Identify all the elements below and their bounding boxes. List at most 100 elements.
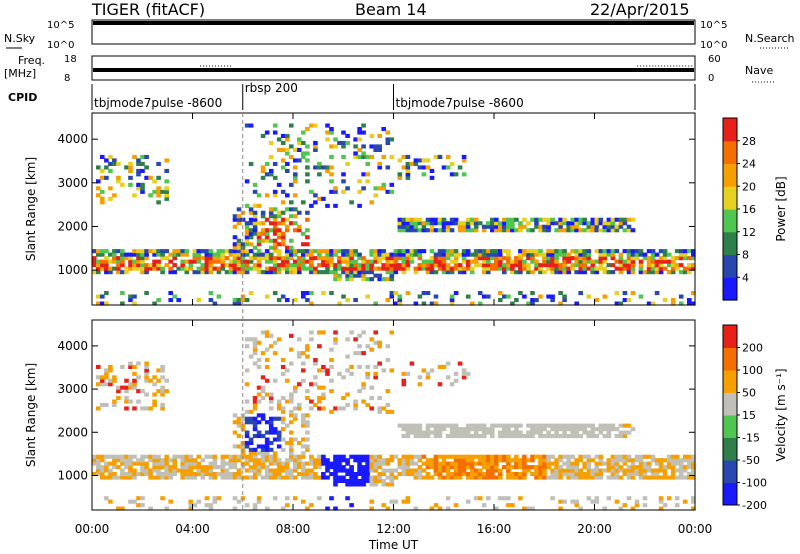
heatmap-cell	[280, 416, 286, 421]
heatmap-cell	[546, 256, 551, 261]
heatmap-cell	[445, 423, 451, 428]
heatmap-cell	[598, 468, 604, 473]
heatmap-cell	[486, 252, 491, 257]
heatmap-cell	[461, 368, 467, 373]
heatmap-cell	[670, 458, 676, 463]
heatmap-cell	[538, 228, 543, 233]
heatmap-cell	[417, 256, 423, 261]
heatmap-cell	[662, 465, 668, 470]
heatmap-cell	[204, 465, 210, 470]
heatmap-cell	[333, 337, 338, 342]
heatmap-cell	[614, 427, 620, 432]
heatmap-cell	[317, 344, 322, 349]
heatmap-cell	[473, 496, 479, 501]
heatmap-cell	[522, 472, 527, 477]
heatmap-cell	[481, 475, 487, 480]
heatmap-cell	[164, 186, 169, 191]
heatmap-cell	[357, 454, 362, 459]
heatmap-cell	[369, 465, 374, 470]
heatmap-cell	[329, 249, 334, 254]
heatmap-cell	[369, 259, 374, 264]
heatmap-cell	[333, 406, 338, 411]
heatmap-cell	[268, 406, 274, 411]
heatmap-cell	[574, 430, 579, 435]
heatmap-cell	[272, 189, 278, 194]
heatmap-cell	[490, 461, 495, 466]
heatmap-cell	[570, 468, 575, 473]
heatmap-cell	[630, 506, 636, 511]
heatmap-cell	[333, 461, 338, 466]
heatmap-cell	[377, 409, 382, 414]
heatmap-cell	[562, 228, 567, 233]
heatmap-cell	[272, 256, 278, 261]
heatmap-cell	[276, 228, 282, 233]
heatmap-cell	[610, 468, 616, 473]
heatmap-cell	[301, 151, 306, 156]
heatmap-cell	[457, 468, 463, 473]
heatmap-cell	[248, 468, 254, 473]
heatmap-cell	[289, 270, 294, 275]
heatmap-cell	[325, 475, 330, 480]
heatmap-cell	[164, 458, 169, 463]
heatmap-cell	[156, 175, 161, 180]
heatmap-cell	[365, 277, 370, 282]
heatmap-cell	[297, 337, 302, 342]
heatmap-cell	[365, 344, 370, 349]
heatmap-cell	[486, 461, 491, 466]
heatmap-cell	[305, 354, 310, 359]
heatmap-cell	[602, 427, 608, 432]
heatmap-cell	[562, 454, 567, 459]
heatmap-cell	[618, 301, 624, 306]
heatmap-cell	[204, 472, 210, 477]
heatmap-cell	[272, 468, 278, 473]
heatmap-cell	[148, 175, 153, 180]
heatmap-cell	[272, 245, 278, 250]
heatmap-cell	[100, 263, 105, 268]
heatmap-cell	[578, 475, 583, 480]
heatmap-cell	[341, 475, 346, 480]
heatmap-cell	[405, 496, 411, 501]
heatmap-cell	[481, 458, 487, 463]
heatmap-cell	[481, 472, 487, 477]
heatmap-cell	[289, 263, 294, 268]
heatmap-cell	[594, 427, 600, 432]
heatmap-cell	[397, 465, 403, 470]
heatmap-cell	[498, 496, 503, 501]
heatmap-cell	[421, 291, 427, 296]
heatmap-cell	[670, 468, 676, 473]
heatmap-cell	[132, 364, 137, 369]
heatmap-cell	[248, 440, 254, 445]
heatmap-cell	[433, 430, 439, 435]
heatmap-cell	[228, 252, 234, 257]
heatmap-cell	[457, 475, 463, 480]
heatmap-cell	[530, 301, 535, 306]
heatmap-cell	[104, 371, 109, 376]
heatmap-cell	[566, 465, 571, 470]
heatmap-cell	[148, 193, 153, 198]
heatmap-cell	[622, 454, 628, 459]
heatmap-cell	[381, 277, 386, 282]
heatmap-cell	[285, 440, 290, 445]
heatmap-cell	[208, 472, 214, 477]
heatmap-cell	[413, 423, 419, 428]
heatmap-cell	[120, 263, 125, 268]
heatmap-cell	[337, 406, 342, 411]
heatmap-cell	[252, 406, 258, 411]
heatmap-cell	[313, 266, 318, 271]
colorbar-tick-label: 12	[742, 226, 756, 239]
heatmap-cell	[425, 217, 431, 222]
heatmap-cell	[144, 252, 149, 257]
heatmap-cell	[341, 259, 346, 264]
heatmap-cell	[144, 361, 149, 366]
heatmap-cell	[216, 252, 222, 257]
heatmap-cell	[490, 434, 495, 439]
heatmap-cell	[272, 461, 278, 466]
heatmap-cell	[421, 263, 427, 268]
heatmap-cell	[156, 249, 161, 254]
heatmap-cell	[341, 140, 346, 145]
heatmap-cell	[276, 399, 282, 404]
heatmap-cell	[184, 461, 190, 466]
heatmap-cell	[510, 228, 515, 233]
heatmap-cell	[490, 266, 495, 271]
heatmap-cell	[309, 263, 314, 268]
